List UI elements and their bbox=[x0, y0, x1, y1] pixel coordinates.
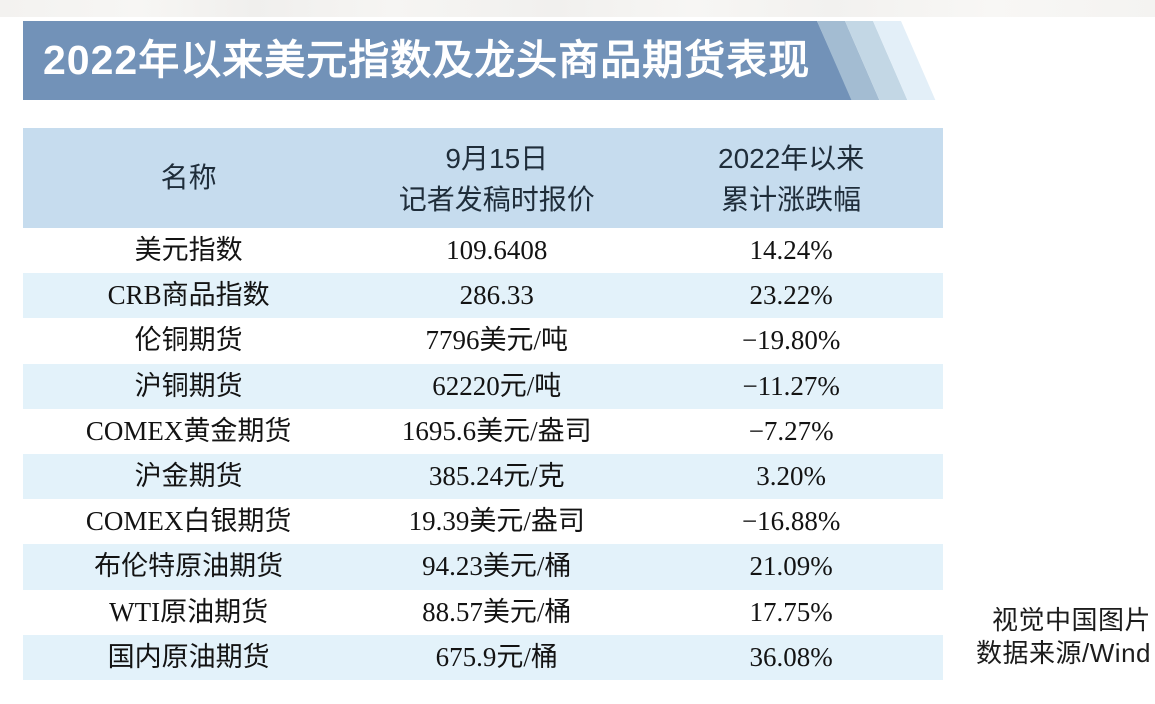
table-row: COMEX黄金期货 1695.6美元/盎司 −7.27% bbox=[23, 408, 943, 454]
row-change-cell: 14.24% bbox=[749, 235, 833, 265]
table-row: 沪金期货 385.24元/克 3.20% bbox=[23, 453, 943, 500]
row-price-cell: 7796美元/吨 bbox=[425, 325, 569, 356]
row-change-cell: 36.08% bbox=[749, 641, 833, 672]
header-price-line1: 9月15日 bbox=[445, 143, 549, 174]
row-change-cell: −16.88% bbox=[741, 506, 841, 537]
row-price-cell: 286.33 bbox=[459, 280, 534, 311]
table-row: COMEX白银期货 19.39美元/盎司 −16.88% bbox=[23, 499, 943, 545]
table-row: 布伦特原油期货 94.23美元/桶 21.09% bbox=[23, 544, 943, 590]
row-name-cell: 美元指数 bbox=[134, 235, 243, 265]
row-name-cell: COMEX白银期货 bbox=[85, 506, 292, 537]
row-price-cell: 109.6408 bbox=[446, 235, 548, 265]
header-price-column: 9月15日 记者发稿时报价 bbox=[354, 128, 639, 228]
row-change-cell: 23.22% bbox=[749, 280, 833, 311]
table-row: 美元指数 109.6408 14.24% bbox=[23, 228, 943, 274]
header-change-column: 2022年以来 累计涨跌幅 bbox=[639, 128, 943, 228]
row-name-cell: 国内原油期货 bbox=[107, 641, 270, 672]
row-price-cell: 94.23美元/桶 bbox=[422, 551, 572, 582]
row-name-cell: 布伦特原油期货 bbox=[94, 551, 284, 582]
page-edge-strip bbox=[0, 0, 1155, 17]
table-row: CRB商品指数 286.33 23.22% bbox=[23, 273, 943, 319]
header-price-line2: 记者发稿时报价 bbox=[398, 184, 595, 215]
row-name-cell: CRB商品指数 bbox=[107, 280, 270, 311]
table-row: 沪铜期货 62220元/吨 −11.27% bbox=[23, 363, 943, 409]
row-name-cell: 沪铜期货 bbox=[134, 370, 243, 401]
row-price-cell: 385.24元/克 bbox=[428, 460, 565, 491]
table-header-row: 名称 9月15日 记者发稿时报价 2022年以来 累计涨跌幅 bbox=[23, 128, 943, 228]
row-change-cell: 3.20% bbox=[756, 460, 827, 491]
row-price-cell: 88.57美元/桶 bbox=[422, 596, 572, 627]
table-body: 美元指数 109.6408 14.24% CRB商品指数 286.33 23.22% 伦铜期… bbox=[23, 228, 943, 680]
table-row: 伦铜期货 7796美元/吨 −19.80% bbox=[23, 318, 943, 364]
row-price-cell: 62220元/吨 bbox=[432, 370, 562, 401]
row-name-cell: 伦铜期货 bbox=[134, 325, 243, 356]
header-name-column: 名称 bbox=[160, 162, 217, 193]
row-price-cell: 675.9元/桶 bbox=[435, 641, 558, 672]
row-price-cell: 1695.6美元/盎司 bbox=[401, 415, 592, 446]
commodity-table: 名称 9月15日 记者发稿时报价 2022年以来 累计涨跌幅 美元指数 109.6… bbox=[23, 128, 943, 680]
row-change-cell: 21.09% bbox=[749, 551, 833, 582]
credit-block: 视觉中国图片 数据来源/Wind bbox=[921, 604, 1151, 670]
row-change-cell: 17.75% bbox=[749, 596, 833, 627]
table-row: WTI原油期货 88.57美元/桶 17.75% bbox=[23, 589, 943, 635]
table-row: 国内原油期货 675.9元/桶 36.08% bbox=[23, 634, 943, 680]
credit-line-1: 视觉中国图片 bbox=[991, 605, 1151, 635]
title-banner-bar bbox=[23, 21, 852, 100]
row-price-cell: 19.39美元/盎司 bbox=[408, 506, 585, 537]
header-change-line1: 2022年以来 bbox=[718, 143, 865, 174]
row-name-cell: 沪金期货 bbox=[134, 460, 243, 491]
row-change-cell: −11.27% bbox=[742, 370, 840, 401]
header-change-line2: 累计涨跌幅 bbox=[721, 184, 862, 215]
row-change-cell: −19.80% bbox=[741, 325, 841, 356]
row-change-cell: −7.27% bbox=[748, 415, 834, 446]
page-title: 2022年以来美元指数及龙头商品期货表现 bbox=[43, 37, 811, 83]
row-name-cell: COMEX黄金期货 bbox=[85, 415, 292, 446]
credit-line-2: 数据来源/Wind bbox=[976, 638, 1151, 668]
title-banner: 2022年以来美元指数及龙头商品期货表现 bbox=[23, 21, 953, 100]
row-name-cell: WTI原油期货 bbox=[109, 596, 269, 627]
